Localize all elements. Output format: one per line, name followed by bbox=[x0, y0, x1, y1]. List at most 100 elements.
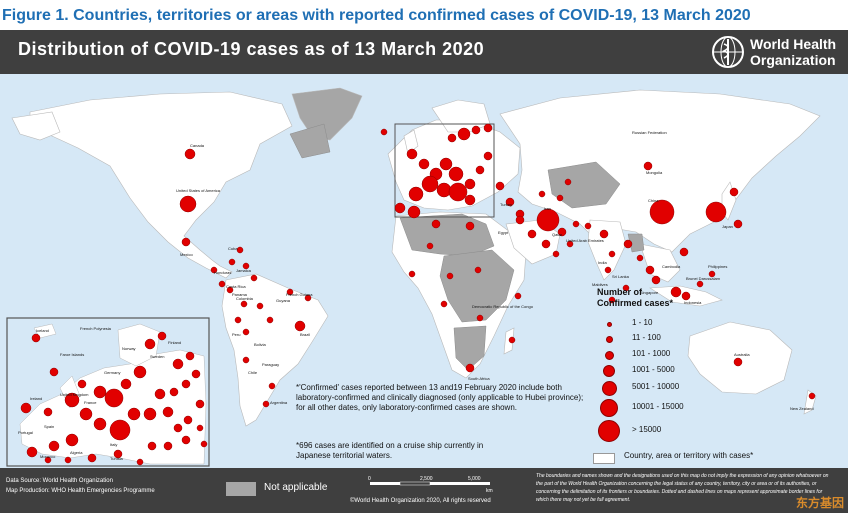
case-bubble[interactable] bbox=[79, 407, 93, 421]
case-bubble[interactable] bbox=[623, 239, 633, 249]
case-bubble[interactable] bbox=[262, 400, 270, 408]
case-bubble[interactable] bbox=[218, 280, 226, 288]
case-bubble[interactable] bbox=[43, 407, 53, 417]
case-bubble[interactable] bbox=[471, 125, 481, 135]
case-bubble[interactable] bbox=[394, 202, 406, 214]
case-bubble[interactable] bbox=[48, 440, 60, 452]
case-bubble[interactable] bbox=[136, 458, 144, 466]
case-bubble[interactable] bbox=[147, 441, 157, 451]
case-bubble[interactable] bbox=[93, 417, 107, 431]
case-bubble[interactable] bbox=[181, 237, 191, 247]
case-bubble[interactable] bbox=[157, 331, 167, 341]
case-bubble[interactable] bbox=[196, 424, 204, 432]
case-bubble[interactable] bbox=[448, 182, 468, 202]
case-bubble[interactable] bbox=[604, 266, 612, 274]
case-bubble[interactable] bbox=[185, 351, 195, 361]
case-bubble[interactable] bbox=[696, 280, 704, 288]
case-bubble[interactable] bbox=[527, 229, 537, 239]
case-bubble[interactable] bbox=[643, 161, 653, 171]
case-bubble[interactable] bbox=[538, 190, 546, 198]
case-bubble[interactable] bbox=[557, 227, 567, 237]
case-bubble[interactable] bbox=[380, 128, 388, 136]
case-bubble[interactable] bbox=[447, 133, 457, 143]
case-bubble[interactable] bbox=[705, 201, 727, 223]
case-bubble[interactable] bbox=[681, 291, 691, 301]
case-bubble[interactable] bbox=[44, 456, 52, 464]
case-bubble[interactable] bbox=[670, 286, 682, 298]
case-bubble[interactable] bbox=[436, 182, 452, 198]
case-bubble[interactable] bbox=[256, 302, 264, 310]
case-bubble[interactable] bbox=[733, 357, 743, 367]
case-bubble[interactable] bbox=[556, 194, 564, 202]
case-bubble[interactable] bbox=[465, 221, 475, 231]
case-bubble[interactable] bbox=[514, 292, 522, 300]
case-bubble[interactable] bbox=[163, 441, 173, 451]
case-bubble[interactable] bbox=[536, 208, 560, 232]
case-bubble[interactable] bbox=[729, 187, 739, 197]
case-bubble[interactable] bbox=[236, 246, 244, 254]
case-bubble[interactable] bbox=[599, 229, 609, 239]
case-bubble[interactable] bbox=[457, 127, 471, 141]
case-bubble[interactable] bbox=[679, 247, 689, 257]
world-map[interactable]: Canada United States of America Mexico Braz… bbox=[0, 74, 848, 468]
case-bubble[interactable] bbox=[446, 272, 454, 280]
case-bubble[interactable] bbox=[173, 423, 183, 433]
case-bubble[interactable] bbox=[64, 392, 80, 408]
case-bubble[interactable] bbox=[495, 181, 505, 191]
case-bubble[interactable] bbox=[49, 367, 59, 377]
case-bubble[interactable] bbox=[200, 440, 208, 448]
case-bubble[interactable] bbox=[127, 407, 141, 421]
case-bubble[interactable] bbox=[179, 195, 197, 213]
case-bubble[interactable] bbox=[406, 148, 418, 160]
case-bubble[interactable] bbox=[64, 456, 72, 464]
case-bubble[interactable] bbox=[464, 194, 476, 206]
case-bubble[interactable] bbox=[418, 158, 430, 170]
case-bubble[interactable] bbox=[476, 314, 484, 322]
case-bubble[interactable] bbox=[154, 388, 166, 400]
case-bubble[interactable] bbox=[191, 369, 201, 379]
case-bubble[interactable] bbox=[465, 363, 475, 373]
case-bubble[interactable] bbox=[808, 392, 816, 400]
case-bubble[interactable] bbox=[426, 242, 434, 250]
case-bubble[interactable] bbox=[226, 286, 234, 294]
case-bubble[interactable] bbox=[474, 266, 482, 274]
case-bubble[interactable] bbox=[566, 240, 574, 248]
case-bubble[interactable] bbox=[250, 274, 258, 282]
case-bubble[interactable] bbox=[234, 316, 242, 324]
case-bubble[interactable] bbox=[210, 266, 218, 274]
case-bubble[interactable] bbox=[464, 178, 476, 190]
case-bubble[interactable] bbox=[645, 265, 655, 275]
case-bubble[interactable] bbox=[541, 239, 551, 249]
case-bubble[interactable] bbox=[608, 250, 616, 258]
case-bubble[interactable] bbox=[440, 300, 448, 308]
case-bubble[interactable] bbox=[240, 300, 248, 308]
case-bubble[interactable] bbox=[636, 254, 644, 262]
case-bubble[interactable] bbox=[649, 199, 675, 225]
case-bubble[interactable] bbox=[508, 336, 516, 344]
case-bubble[interactable] bbox=[87, 453, 97, 463]
case-bubble[interactable] bbox=[286, 288, 294, 296]
case-bubble[interactable] bbox=[483, 123, 493, 133]
case-bubble[interactable] bbox=[408, 186, 424, 202]
case-bubble[interactable] bbox=[144, 338, 156, 350]
case-bubble[interactable] bbox=[20, 402, 32, 414]
case-bubble[interactable] bbox=[431, 219, 441, 229]
case-bubble[interactable] bbox=[505, 197, 515, 207]
case-bubble[interactable] bbox=[733, 219, 743, 229]
case-bubble[interactable] bbox=[584, 222, 592, 230]
case-bubble[interactable] bbox=[294, 320, 306, 332]
case-bubble[interactable] bbox=[608, 296, 616, 304]
case-bubble[interactable] bbox=[31, 333, 41, 343]
case-bubble[interactable] bbox=[133, 365, 147, 379]
case-bubble[interactable] bbox=[195, 399, 205, 409]
case-bubble[interactable] bbox=[439, 157, 453, 171]
case-bubble[interactable] bbox=[143, 407, 157, 421]
case-bubble[interactable] bbox=[407, 205, 421, 219]
case-bubble[interactable] bbox=[65, 433, 79, 447]
case-bubble[interactable] bbox=[120, 378, 132, 390]
case-bubble[interactable] bbox=[162, 406, 174, 418]
case-bubble[interactable] bbox=[708, 270, 716, 278]
case-bubble[interactable] bbox=[109, 419, 131, 441]
case-bubble[interactable] bbox=[651, 275, 661, 285]
case-bubble[interactable] bbox=[172, 358, 184, 370]
